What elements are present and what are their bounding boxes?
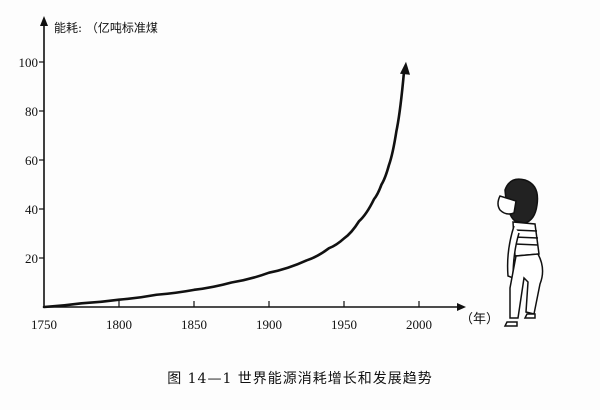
curve-arrow [400, 61, 410, 75]
x-axis-label: （年） [460, 311, 499, 326]
x-tick-label: 2000 [406, 317, 432, 332]
x-tick-label: 1900 [256, 317, 282, 332]
figure-caption: 图 14—1 世界能源消耗增长和发展趋势 [167, 371, 433, 387]
y-axis-arrow [40, 16, 48, 26]
y-tick-label: 60 [25, 153, 38, 168]
x-tick-label: 1800 [106, 317, 132, 332]
x-tick-label: 1950 [331, 317, 357, 332]
x-axis-arrow [457, 303, 466, 311]
y-tick-label: 40 [25, 202, 38, 217]
y-axis-label: 能耗: （亿吨标准煤 [54, 20, 158, 35]
girl-legs [509, 253, 544, 319]
x-tick-label: 1750 [31, 317, 57, 332]
y-tick-label: 80 [25, 104, 38, 119]
girl-face [497, 195, 517, 215]
x-tick-label: 1850 [181, 317, 207, 332]
energy-curve [42, 70, 406, 309]
girl-arm [506, 225, 520, 280]
y-tick-label: 100 [19, 55, 39, 70]
y-tick-label: 20 [25, 251, 38, 266]
girl-illustration [497, 178, 544, 327]
